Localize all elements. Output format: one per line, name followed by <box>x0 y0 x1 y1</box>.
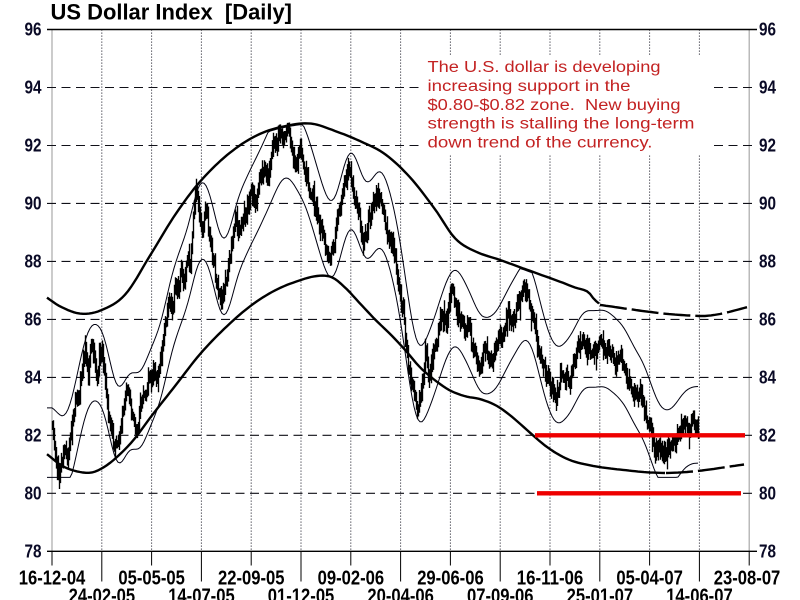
svg-text:82: 82 <box>25 425 42 445</box>
svg-text:25-01-07: 25-01-07 <box>567 586 634 600</box>
svg-text:22-09-05: 22-09-05 <box>218 568 285 590</box>
svg-text:23-08-07: 23-08-07 <box>714 568 781 590</box>
svg-text:07-09-06: 07-09-06 <box>467 586 534 600</box>
svg-text:09-02-06: 09-02-06 <box>318 568 385 590</box>
svg-text:78: 78 <box>759 541 776 561</box>
svg-text:16-12-04: 16-12-04 <box>19 568 86 590</box>
svg-text:increasing support in the: increasing support in the <box>428 78 631 95</box>
svg-text:92: 92 <box>25 136 42 156</box>
svg-text:$0.80-$0.82 zone. New buying: $0.80-$0.82 zone. New buying <box>428 97 681 114</box>
svg-text:86: 86 <box>759 310 776 330</box>
svg-text:14-06-07: 14-06-07 <box>666 586 733 600</box>
svg-text:strength is stalling the long-: strength is stalling the long-term <box>428 116 695 133</box>
svg-text:80: 80 <box>759 483 776 503</box>
svg-text:94: 94 <box>25 78 42 98</box>
svg-text:05-04-07: 05-04-07 <box>616 568 683 590</box>
svg-text:05-05-05: 05-05-05 <box>118 568 184 590</box>
svg-text:88: 88 <box>25 252 42 272</box>
svg-text:80: 80 <box>25 483 42 503</box>
svg-text:86: 86 <box>25 310 42 330</box>
svg-text:90: 90 <box>759 194 776 214</box>
svg-text:88: 88 <box>759 252 776 272</box>
svg-text:down trend of the currency.: down trend of the currency. <box>428 135 653 152</box>
svg-text:90: 90 <box>25 194 42 214</box>
svg-text:94: 94 <box>759 78 776 98</box>
svg-text:24-02-05: 24-02-05 <box>69 586 136 600</box>
svg-text:84: 84 <box>759 368 776 388</box>
svg-text:78: 78 <box>25 541 42 561</box>
svg-text:96: 96 <box>759 20 776 40</box>
svg-text:01-12-05: 01-12-05 <box>268 586 335 600</box>
svg-text:82: 82 <box>759 425 776 445</box>
svg-text:96: 96 <box>25 20 42 40</box>
svg-text:The U.S. dollar is developing: The U.S. dollar is developing <box>428 59 661 76</box>
svg-text:29-06-06: 29-06-06 <box>417 568 484 590</box>
svg-text:20-04-06: 20-04-06 <box>367 586 434 600</box>
svg-text:84: 84 <box>25 368 42 388</box>
svg-text:92: 92 <box>759 136 776 156</box>
svg-text:16-11-06: 16-11-06 <box>517 568 584 590</box>
svg-text:14-07-05: 14-07-05 <box>168 586 235 600</box>
svg-text:US Dollar Index [Daily]: US Dollar Index [Daily] <box>51 0 293 25</box>
